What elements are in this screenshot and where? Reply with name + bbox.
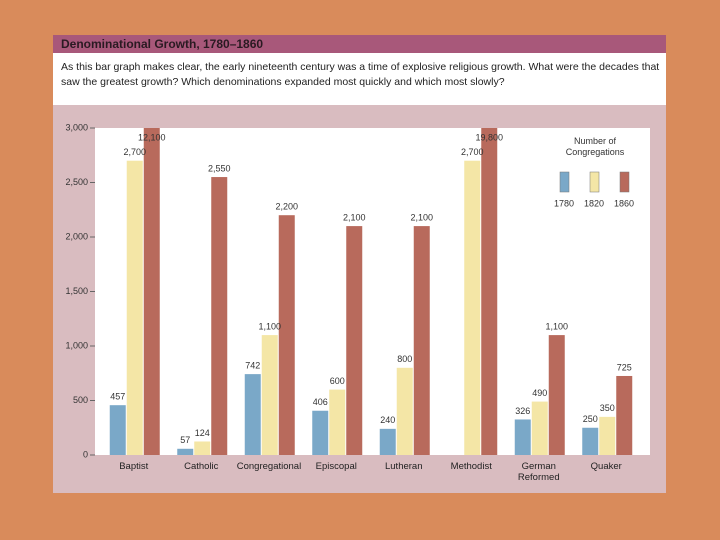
bar bbox=[143, 128, 160, 455]
bar bbox=[177, 448, 194, 455]
value-label: 350 bbox=[600, 403, 615, 413]
x-tick-label: Episcopal bbox=[315, 461, 357, 472]
title: Denominational Growth, 1780–1860 bbox=[53, 35, 666, 53]
x-tick-label: Congregational bbox=[236, 461, 302, 472]
value-label: 490 bbox=[532, 388, 547, 398]
subtitle: As this bar graph makes clear, the early… bbox=[53, 53, 666, 105]
bar bbox=[514, 419, 531, 455]
x-tick-label: Methodist bbox=[450, 461, 492, 472]
bar bbox=[481, 128, 498, 455]
value-label: 2,700 bbox=[123, 147, 146, 157]
bar bbox=[582, 427, 599, 455]
value-label: 600 bbox=[330, 376, 345, 386]
bar bbox=[379, 428, 396, 455]
legend-label: 1780 bbox=[554, 198, 574, 208]
bar bbox=[346, 226, 363, 455]
value-label: 250 bbox=[583, 414, 598, 424]
y-tick-label: 2,500 bbox=[65, 177, 88, 187]
x-tick-label: Lutheran bbox=[384, 461, 423, 472]
legend-label: 1820 bbox=[584, 198, 604, 208]
value-label: 2,100 bbox=[410, 212, 433, 222]
value-label: 406 bbox=[313, 397, 328, 407]
value-label: 742 bbox=[245, 360, 260, 370]
legend-swatch bbox=[619, 171, 630, 193]
bar bbox=[396, 367, 413, 455]
value-label: 1,100 bbox=[258, 321, 281, 331]
bar bbox=[261, 335, 278, 455]
legend-title-box: Number of Congregations bbox=[565, 136, 625, 157]
bar bbox=[464, 160, 481, 455]
bar bbox=[548, 335, 565, 455]
bar bbox=[616, 375, 633, 455]
y-tick-label: 0 bbox=[83, 449, 88, 459]
legend-swatch bbox=[559, 171, 570, 193]
y-tick-label: 3,000 bbox=[65, 122, 88, 132]
bar bbox=[312, 410, 329, 455]
bar bbox=[413, 226, 430, 455]
bar bbox=[194, 441, 211, 455]
legend-swatch bbox=[589, 171, 600, 193]
bar bbox=[599, 416, 616, 455]
value-label: 2,200 bbox=[275, 202, 298, 212]
bar bbox=[531, 401, 548, 455]
bar bbox=[329, 389, 346, 455]
value-label: 12,100 bbox=[138, 132, 166, 142]
x-tick-label: Catholic bbox=[184, 461, 219, 472]
value-label: 57 bbox=[180, 435, 190, 445]
bar bbox=[126, 160, 143, 455]
value-label: 240 bbox=[380, 415, 395, 425]
value-label: 19,800 bbox=[475, 132, 503, 142]
value-label: 2,700 bbox=[461, 147, 484, 157]
value-label: 1,100 bbox=[545, 321, 568, 331]
bar bbox=[278, 215, 295, 455]
value-label: 2,100 bbox=[343, 212, 366, 222]
value-label: 2,550 bbox=[208, 163, 231, 173]
bar bbox=[109, 405, 126, 455]
bar bbox=[244, 374, 261, 455]
y-tick-label: 1,000 bbox=[65, 340, 88, 350]
x-tick-label: Baptist bbox=[119, 461, 149, 472]
value-label: 800 bbox=[397, 354, 412, 364]
value-label: 124 bbox=[195, 428, 210, 438]
bars bbox=[109, 128, 633, 456]
value-label: 725 bbox=[617, 362, 632, 372]
value-label: 326 bbox=[515, 406, 530, 416]
y-tick-label: 500 bbox=[73, 395, 88, 405]
y-tick-label: 2,000 bbox=[65, 231, 88, 241]
x-tick-label: German Reformed bbox=[517, 461, 560, 483]
bar bbox=[211, 177, 228, 456]
x-tick-label: Quaker bbox=[590, 461, 622, 472]
y-tick-label: 1,500 bbox=[65, 286, 88, 296]
legend-title: Number of Congregations bbox=[565, 136, 625, 157]
legend-label: 1860 bbox=[614, 198, 634, 208]
value-label: 457 bbox=[110, 392, 125, 402]
